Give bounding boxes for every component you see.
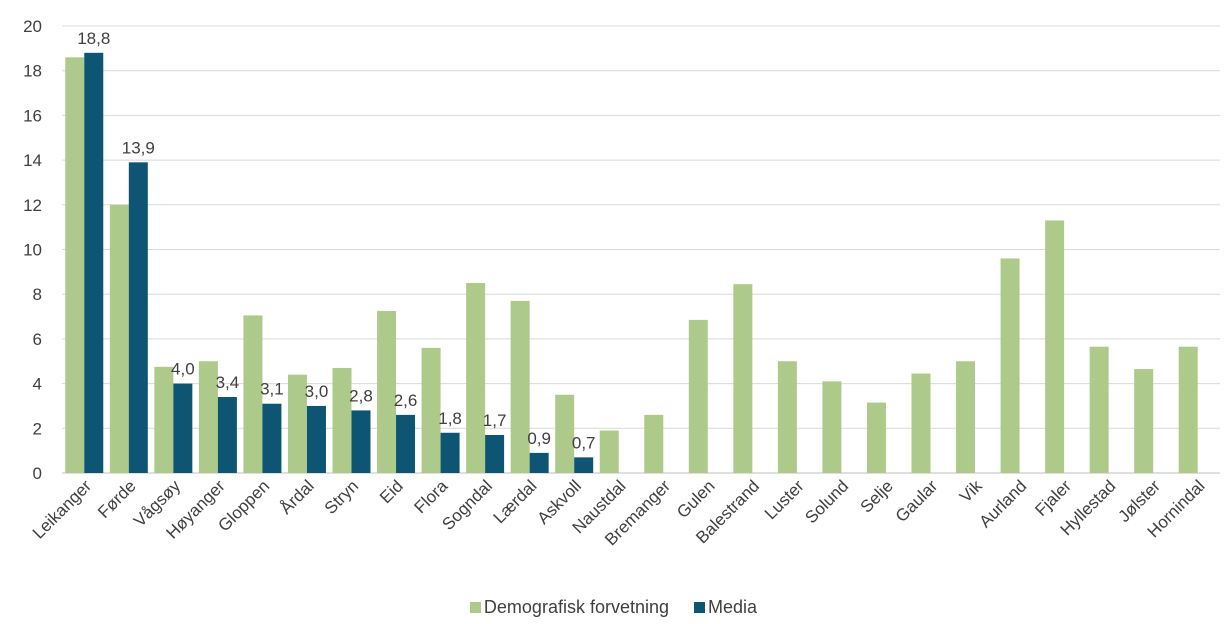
- x-tick-label: Sogndal: [438, 476, 496, 534]
- bar-demografisk: [956, 361, 976, 473]
- x-tick-label: Solund: [801, 476, 852, 527]
- x-tick-label: Leikanger: [29, 476, 95, 542]
- bar-demografisk: [555, 394, 575, 473]
- x-tick-label: Flora: [411, 476, 452, 517]
- y-tick-label: 20: [23, 17, 42, 36]
- bar-demografisk: [644, 414, 664, 473]
- bar-demografisk: [733, 284, 753, 473]
- data-label-media: 3,4: [216, 373, 240, 392]
- bar-media: [306, 405, 326, 473]
- bar-media: [529, 452, 549, 473]
- legend-swatch-media: [694, 602, 706, 613]
- bar-demografisk: [777, 361, 797, 473]
- bar-demografisk: [1000, 258, 1020, 473]
- data-label-media: 18,8: [77, 29, 110, 48]
- x-tick-label: Årdal: [276, 476, 317, 517]
- x-tick-label: Selje: [857, 476, 897, 516]
- data-label-media: 3,0: [305, 382, 329, 401]
- bar-demografisk: [1045, 220, 1065, 473]
- legend-item-media: Media: [694, 597, 757, 618]
- y-tick-label: 2: [33, 419, 42, 438]
- y-tick-label: 8: [33, 285, 42, 304]
- bar-demografisk: [822, 381, 842, 473]
- bar-demografisk: [65, 57, 85, 473]
- legend: Demografisk forvetning Media: [0, 597, 1227, 618]
- bar-demografisk: [377, 310, 397, 473]
- x-tick-label: Eid: [376, 476, 407, 507]
- bar-demografisk: [154, 366, 174, 473]
- x-tick-label: Lærdal: [490, 476, 541, 527]
- legend-label-media: Media: [708, 597, 758, 617]
- bar-media: [485, 435, 505, 473]
- bar-demografisk: [1089, 346, 1109, 473]
- data-label-media: 13,9: [122, 138, 155, 157]
- bar-demografisk: [1178, 346, 1198, 473]
- bar-media: [217, 397, 237, 473]
- bar-media: [351, 410, 371, 473]
- x-tick-label: Aurland: [976, 476, 1031, 531]
- y-tick-label: 6: [33, 330, 42, 349]
- legend-swatch-demografisk: [469, 602, 481, 613]
- y-tick-label: 12: [23, 196, 42, 215]
- bar-demografisk: [243, 315, 263, 473]
- data-label-media: 1,8: [438, 409, 462, 428]
- legend-item-demografisk: Demografisk forvetning: [469, 597, 670, 618]
- y-tick-label: 16: [23, 106, 42, 125]
- data-label-media: 1,7: [483, 411, 507, 430]
- x-tick-label: Vik: [956, 476, 986, 506]
- bar-media: [173, 383, 193, 473]
- data-label-media: 2,6: [394, 391, 418, 410]
- data-label-media: 4,0: [171, 360, 195, 379]
- legend-label-demografisk: Demografisk forvetning: [483, 597, 670, 617]
- bar-demografisk: [198, 361, 218, 473]
- bar-media: [128, 162, 148, 473]
- y-tick-label: 10: [23, 241, 42, 260]
- data-label-media: 2,8: [349, 386, 373, 405]
- bar-demografisk: [599, 430, 619, 473]
- data-label-media: 3,1: [260, 380, 284, 399]
- x-tick-label: Gaular: [892, 476, 942, 526]
- bar-demografisk: [466, 283, 486, 473]
- bar-demografisk: [287, 374, 307, 473]
- data-label-media: 0,9: [527, 429, 551, 448]
- y-tick-label: 14: [23, 151, 42, 170]
- x-tick-label: Luster: [761, 476, 808, 523]
- bar-demografisk: [688, 319, 708, 473]
- bar-media: [262, 403, 282, 473]
- bar-demografisk: [421, 347, 441, 473]
- x-tick-label: Stryn: [321, 476, 362, 517]
- y-tick-label: 18: [23, 62, 42, 81]
- bar-media: [84, 52, 104, 473]
- bar-media: [440, 432, 460, 473]
- bar-demografisk: [911, 373, 931, 473]
- y-tick-label: 0: [33, 464, 42, 483]
- bar-media: [396, 414, 416, 473]
- bar-demografisk: [332, 367, 352, 473]
- data-label-media: 0,7: [572, 433, 596, 452]
- bar-demografisk: [866, 402, 886, 473]
- bar-chart-svg: 0246810121416182018,8Leikanger13,9Førde4…: [23, 17, 1220, 549]
- bar-demografisk: [510, 300, 530, 473]
- bar-demografisk: [1134, 369, 1154, 473]
- y-tick-label: 4: [33, 375, 42, 394]
- bar-media: [574, 457, 594, 473]
- bar-demografisk: [109, 204, 129, 474]
